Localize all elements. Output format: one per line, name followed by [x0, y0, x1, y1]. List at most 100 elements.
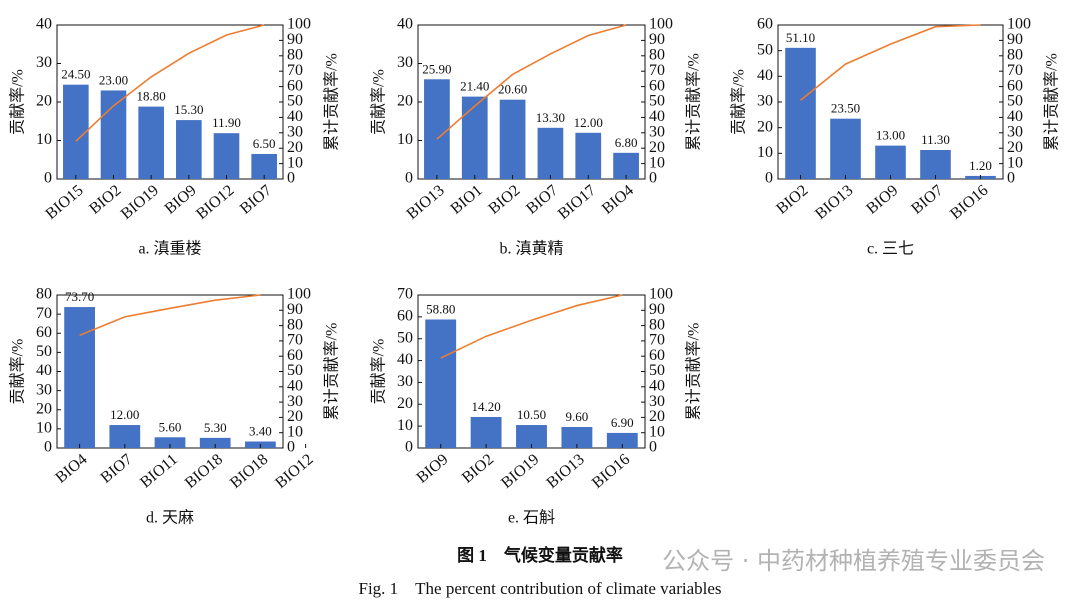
value-label: 6.90: [611, 415, 634, 430]
y2-tick-label: 80: [649, 316, 665, 333]
x-tick-label: BIO13: [812, 182, 856, 223]
x-tick-label: BIO18: [182, 451, 226, 492]
x-tick-label: BIO16: [947, 182, 991, 223]
y2-tick-label: 90: [649, 301, 665, 318]
y2-tick-label: 100: [1007, 16, 1031, 33]
bar: [920, 149, 951, 179]
value-label: 15.30: [174, 102, 203, 117]
x-tick-label: BIO16: [589, 451, 633, 492]
y-tick-label: 30: [397, 373, 413, 390]
y-tick-label: 60: [397, 308, 413, 325]
y-tick-label: 30: [36, 54, 52, 71]
y2-tick-label: 80: [1007, 46, 1023, 63]
caption: c. 三七: [867, 240, 914, 258]
bar: [424, 79, 450, 179]
x-tick-label: BIO1: [448, 182, 486, 218]
y-axis-label: 贡献率/%: [9, 339, 27, 405]
y2-tick-label: 30: [649, 393, 665, 410]
bar: [213, 133, 240, 179]
x-tick-label: BIO18: [227, 451, 271, 492]
x-tick-label: BIO7: [908, 182, 946, 218]
bar: [100, 90, 127, 179]
bar: [64, 307, 95, 448]
y2-axis-label: 累计贡献率/%: [685, 53, 703, 151]
y2-axis-label: 累计贡献率/%: [323, 53, 341, 151]
bar: [613, 152, 639, 179]
y-tick-label: 60: [757, 16, 773, 33]
bar: [537, 127, 564, 179]
x-tick-label: BIO17: [555, 182, 599, 223]
bar: [199, 437, 231, 448]
y2-tick-label: 20: [287, 408, 303, 425]
y2-tick-label: 0: [1007, 170, 1015, 187]
y-tick-label: 30: [757, 93, 773, 110]
bar: [785, 47, 816, 179]
y2-tick-label: 20: [1007, 139, 1023, 156]
y2-tick-label: 90: [287, 31, 303, 48]
x-tick-label: BIO4: [599, 182, 637, 218]
y-axis-label: 贡献率/%: [370, 339, 388, 405]
bar: [606, 432, 638, 448]
value-label: 5.60: [159, 419, 182, 434]
y2-tick-label: 40: [1007, 108, 1023, 125]
y-tick-label: 0: [44, 170, 52, 187]
y2-tick-label: 80: [287, 316, 303, 333]
y2-tick-label: 0: [287, 170, 295, 187]
value-label: 73.70: [65, 289, 94, 304]
x-tick-label: BIO13: [544, 451, 588, 492]
y2-tick-label: 70: [1007, 62, 1023, 79]
x-tick-label: BIO7: [237, 182, 275, 218]
y-tick-label: 70: [36, 305, 52, 322]
y-tick-label: 10: [36, 420, 52, 437]
value-label: 58.80: [426, 301, 455, 316]
cumulative-line: [436, 24, 627, 140]
x-tick-label: BIO9: [863, 182, 901, 218]
value-label: 3.40: [249, 423, 272, 438]
x-tick-label: BIO9: [413, 451, 451, 487]
y2-tick-label: 20: [649, 139, 665, 156]
y2-tick-label: 80: [287, 46, 303, 63]
x-tick-label: BIO11: [137, 451, 181, 492]
x-tick-label: BIO2: [773, 182, 811, 218]
figure-title-en: Fig. 1 The percent contribution of clima…: [358, 579, 721, 598]
value-label: 1.20: [969, 158, 992, 173]
caption: e. 石斛: [508, 509, 555, 527]
bar: [516, 425, 547, 448]
y2-axis-label: 累计贡献率/%: [1043, 53, 1061, 151]
figure-title-cn: 图 1 气候变量贡献率: [457, 545, 623, 565]
y-tick-label: 20: [36, 400, 52, 417]
y2-tick-label: 100: [287, 286, 311, 303]
value-label: 23.00: [99, 72, 128, 87]
value-label: 20.60: [498, 82, 527, 97]
x-tick-label: BIO19: [118, 182, 162, 223]
x-tick-label: BIO7: [523, 182, 561, 218]
y2-tick-label: 50: [287, 362, 303, 379]
plot-frame: [56, 24, 284, 180]
bar: [830, 118, 861, 179]
bar: [425, 319, 457, 448]
y-axis-label: 贡献率/%: [9, 69, 27, 135]
y2-tick-label: 70: [287, 332, 303, 349]
y-tick-label: 30: [36, 381, 52, 398]
y-tick-label: 50: [757, 41, 773, 58]
y2-tick-label: 30: [287, 393, 303, 410]
y2-tick-label: 10: [287, 423, 303, 440]
value-label: 24.50: [61, 67, 90, 82]
y2-tick-label: 10: [287, 154, 303, 171]
x-tick-label: BIO15: [42, 182, 86, 223]
y2-tick-label: 60: [649, 347, 665, 364]
y-tick-label: 10: [397, 131, 413, 148]
y-tick-label: 80: [36, 286, 52, 303]
caption: a. 滇重楼: [138, 240, 201, 258]
y2-axis-label: 累计贡献率/%: [685, 323, 703, 421]
y-tick-label: 30: [397, 54, 413, 71]
y-tick-label: 40: [397, 351, 413, 368]
y-tick-label: 20: [397, 93, 413, 110]
y2-tick-label: 40: [287, 377, 303, 394]
y-tick-label: 0: [765, 170, 773, 187]
caption: d. 天麻: [146, 509, 194, 527]
y2-tick-label: 70: [649, 332, 665, 349]
bar: [63, 84, 89, 179]
bar: [575, 132, 602, 179]
